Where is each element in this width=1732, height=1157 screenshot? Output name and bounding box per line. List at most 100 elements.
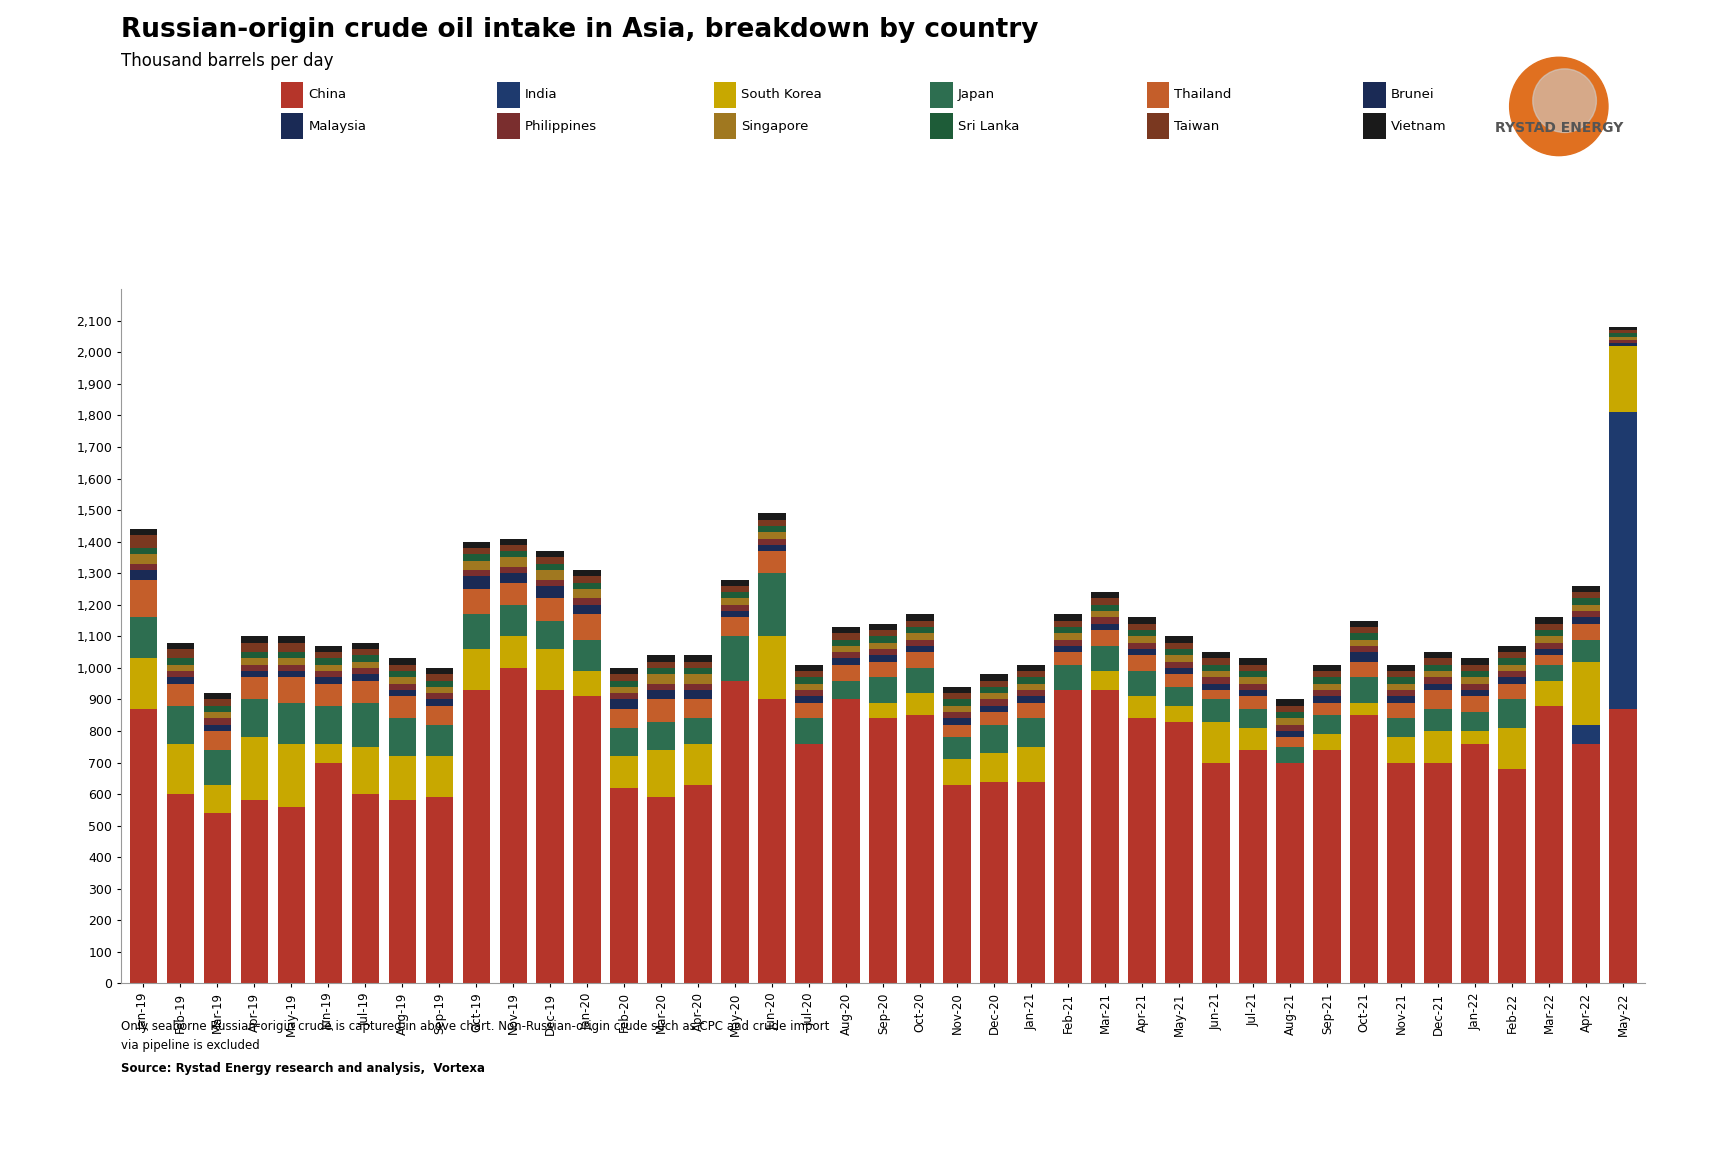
Bar bbox=[1017, 702, 1044, 718]
Bar bbox=[1055, 640, 1082, 646]
Bar bbox=[1240, 709, 1268, 728]
Bar bbox=[795, 702, 823, 718]
Bar bbox=[1462, 697, 1490, 712]
Bar bbox=[833, 680, 861, 700]
Circle shape bbox=[1533, 69, 1597, 132]
Bar bbox=[906, 715, 934, 983]
Text: Sri Lanka: Sri Lanka bbox=[958, 119, 1018, 133]
Bar bbox=[1240, 690, 1268, 697]
Bar bbox=[426, 693, 454, 700]
Bar bbox=[166, 744, 194, 794]
Bar bbox=[1498, 700, 1526, 728]
Bar bbox=[499, 636, 527, 668]
Bar bbox=[1351, 640, 1379, 646]
Bar bbox=[130, 658, 158, 709]
Bar bbox=[462, 561, 490, 570]
Bar bbox=[759, 545, 786, 551]
Bar bbox=[610, 709, 637, 728]
Bar bbox=[648, 722, 675, 750]
Bar bbox=[388, 665, 416, 671]
Bar bbox=[1609, 342, 1637, 346]
Bar bbox=[869, 677, 897, 702]
Bar bbox=[722, 592, 750, 598]
Bar bbox=[722, 636, 750, 680]
Bar bbox=[722, 605, 750, 611]
Bar bbox=[499, 668, 527, 983]
Bar bbox=[648, 750, 675, 797]
Bar bbox=[204, 712, 232, 718]
Bar bbox=[499, 583, 527, 605]
Bar bbox=[759, 573, 786, 636]
Bar bbox=[944, 693, 972, 700]
Bar bbox=[1202, 665, 1230, 671]
Bar bbox=[352, 662, 379, 668]
Bar bbox=[352, 680, 379, 702]
Bar bbox=[1129, 697, 1157, 718]
Text: Source: Rystad Energy research and analysis,  Vortexa: Source: Rystad Energy research and analy… bbox=[121, 1062, 485, 1075]
Bar bbox=[1387, 671, 1415, 677]
Bar bbox=[648, 797, 675, 983]
Bar bbox=[1609, 412, 1637, 709]
Bar bbox=[130, 529, 158, 536]
Text: Thousand barrels per day: Thousand barrels per day bbox=[121, 52, 334, 71]
Bar bbox=[1017, 665, 1044, 671]
Bar bbox=[944, 706, 972, 712]
Bar bbox=[315, 665, 343, 671]
Bar bbox=[1535, 649, 1562, 655]
Bar bbox=[573, 640, 601, 671]
Bar bbox=[462, 690, 490, 983]
Bar bbox=[426, 724, 454, 757]
Text: Philippines: Philippines bbox=[525, 119, 598, 133]
Bar bbox=[1573, 624, 1600, 640]
Bar bbox=[759, 636, 786, 700]
Text: China: China bbox=[308, 88, 346, 102]
Bar bbox=[1240, 728, 1268, 750]
Bar bbox=[315, 671, 343, 677]
Bar bbox=[610, 757, 637, 788]
Bar bbox=[1129, 618, 1157, 624]
Bar bbox=[277, 677, 305, 702]
Bar bbox=[1573, 640, 1600, 662]
Bar bbox=[1498, 769, 1526, 983]
Bar bbox=[1055, 633, 1082, 640]
Bar bbox=[1166, 662, 1193, 668]
Bar bbox=[462, 649, 490, 690]
Text: via pipeline is excluded: via pipeline is excluded bbox=[121, 1039, 260, 1052]
Bar bbox=[722, 585, 750, 592]
Bar bbox=[1166, 636, 1193, 642]
Bar bbox=[352, 668, 379, 675]
Bar bbox=[1535, 706, 1562, 983]
Bar bbox=[499, 573, 527, 580]
Bar bbox=[573, 589, 601, 598]
Bar bbox=[352, 794, 379, 983]
Bar bbox=[759, 526, 786, 532]
Bar bbox=[130, 563, 158, 570]
Bar bbox=[648, 697, 675, 700]
Bar bbox=[906, 640, 934, 646]
Bar bbox=[1424, 653, 1451, 658]
Bar bbox=[1091, 598, 1119, 605]
Bar bbox=[1573, 585, 1600, 592]
Bar bbox=[166, 794, 194, 983]
Bar bbox=[795, 665, 823, 671]
Text: RYSTAD ENERGY: RYSTAD ENERGY bbox=[1495, 121, 1623, 135]
Bar bbox=[462, 554, 490, 561]
Bar bbox=[462, 585, 490, 589]
Bar bbox=[537, 649, 565, 690]
Bar bbox=[130, 536, 158, 548]
Bar bbox=[388, 658, 416, 665]
Bar bbox=[906, 668, 934, 693]
Bar bbox=[1129, 671, 1157, 697]
Bar bbox=[648, 668, 675, 675]
Bar bbox=[426, 706, 454, 724]
Bar bbox=[388, 677, 416, 684]
Bar bbox=[722, 580, 750, 585]
Bar bbox=[1609, 337, 1637, 340]
Bar bbox=[426, 668, 454, 675]
Bar bbox=[759, 700, 786, 983]
Bar bbox=[1609, 330, 1637, 333]
Bar bbox=[1351, 633, 1379, 640]
Bar bbox=[1313, 750, 1341, 983]
Bar bbox=[795, 684, 823, 690]
Bar bbox=[684, 655, 712, 662]
